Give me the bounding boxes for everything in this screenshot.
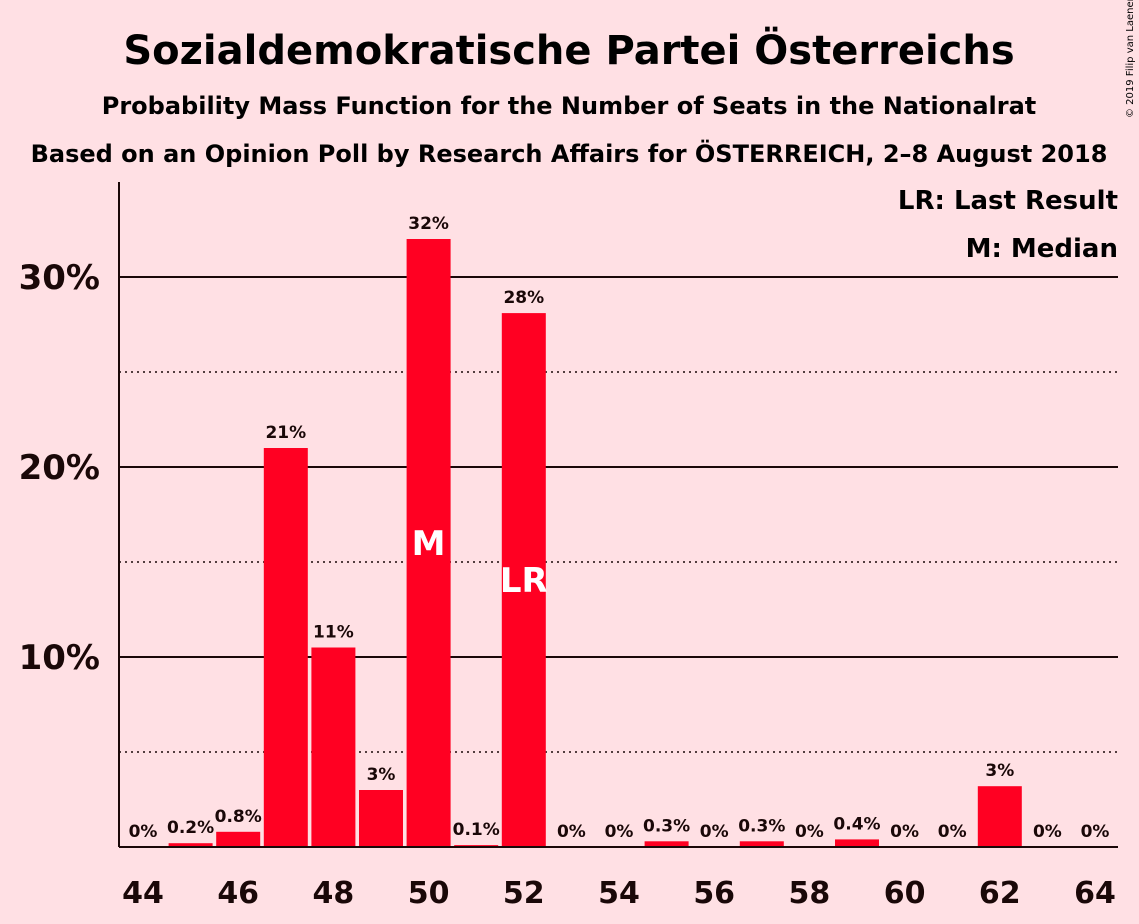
value-label-seat-49: 3% (367, 765, 396, 785)
bars (168, 239, 1022, 848)
markers: M LR (412, 524, 548, 601)
x-tick-label: 62 (979, 876, 1021, 911)
value-label-seat-55: 0.3% (643, 816, 690, 836)
value-label-seat-48: 11% (313, 623, 354, 643)
x-tick-label: 50 (408, 876, 450, 911)
copyright-text: © 2019 Filip van Laenen (1125, 0, 1136, 118)
value-label-seat-51: 0.1% (453, 820, 500, 840)
legend-median: M: Median (966, 234, 1118, 264)
last-result-marker: LR (500, 561, 548, 601)
x-tick-label: 64 (1074, 876, 1116, 911)
x-axis: 44 46 48 50 52 54 56 58 60 62 64 (119, 846, 1118, 911)
chart-subtitle-source: Based on an Opinion Poll by Research Aff… (31, 138, 1108, 168)
x-tick-label: 60 (884, 876, 926, 911)
value-label-seat-58: 0% (795, 822, 824, 842)
bar-seat-50 (406, 239, 451, 847)
legend-last-result: LR: Last Result (898, 186, 1118, 216)
value-label-seat-50: 32% (408, 214, 449, 234)
bar-seat-55 (644, 841, 689, 847)
value-label-seat-52: 28% (503, 288, 544, 308)
bar-seat-52 (501, 313, 546, 848)
x-tick-label: 56 (693, 876, 735, 911)
y-tick-label: 30% (19, 258, 100, 298)
bar-seat-46 (216, 831, 261, 847)
x-tick-label: 54 (598, 876, 640, 911)
value-label-seat-56: 0% (700, 822, 729, 842)
value-label-seat-60: 0% (890, 822, 919, 842)
bar-seat-47 (263, 448, 308, 847)
value-label-seat-57: 0.3% (738, 816, 785, 836)
value-label-seat-44: 0% (129, 822, 158, 842)
x-tick-label: 46 (217, 876, 259, 911)
value-label-seat-47: 21% (265, 423, 306, 443)
bar-seat-57 (739, 841, 784, 847)
chart-subtitle: Probability Mass Function for the Number… (102, 92, 1037, 120)
value-label-seat-45: 0.2% (167, 818, 214, 838)
bar-seat-62 (977, 786, 1022, 847)
value-label-seat-59: 0.4% (833, 814, 880, 834)
y-axis: 10% 20% 30% (19, 182, 120, 847)
y-tick-label: 10% (19, 638, 100, 678)
value-label-seat-61: 0% (938, 822, 967, 842)
bar-seat-45 (168, 843, 213, 847)
value-label-seat-54: 0% (605, 822, 634, 842)
bar-seat-48 (311, 647, 356, 847)
value-label-seat-64: 0% (1081, 822, 1110, 842)
x-tick-label: 44 (122, 876, 164, 911)
chart-title: Sozialdemokratische Partei Österreichs (123, 26, 1014, 74)
value-label-seat-63: 0% (1033, 822, 1062, 842)
median-marker: M (412, 524, 446, 564)
value-label-seat-46: 0.8% (215, 807, 262, 827)
x-tick-label: 52 (503, 876, 545, 911)
bar-seat-49 (359, 790, 403, 847)
bar-seat-59 (835, 839, 879, 847)
y-tick-label: 20% (19, 448, 100, 488)
value-label-seat-53: 0% (557, 822, 586, 842)
value-label-seat-62: 3% (985, 761, 1014, 781)
x-tick-label: 48 (313, 876, 355, 911)
x-tick-label: 58 (789, 876, 831, 911)
value-labels: 0% 0.2%0.8% 21% 11% 3% 32% 0.1% 28% 0% 0% 0.3% 0% 0.… (129, 214, 1110, 842)
